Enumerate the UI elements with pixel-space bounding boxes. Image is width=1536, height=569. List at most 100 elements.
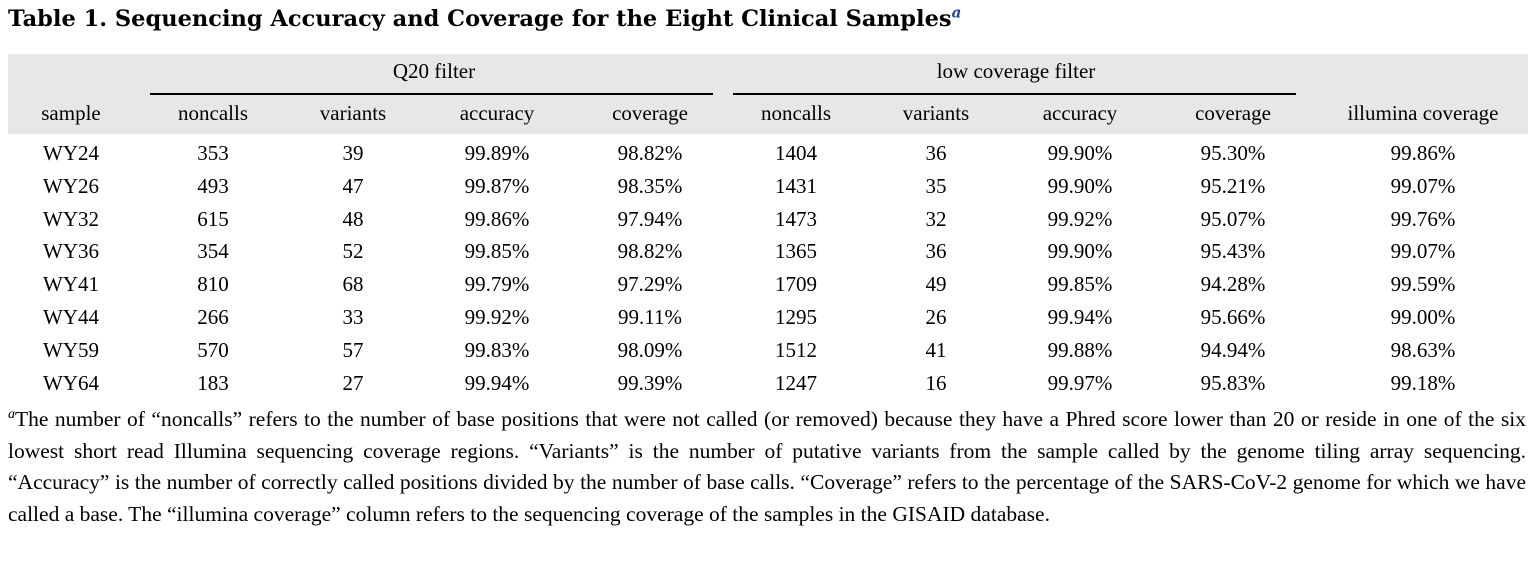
cell-accuracy-q20: 99.86% [464, 206, 530, 231]
cell-coverage-q20: 97.94% [617, 206, 683, 231]
cell-coverage-q20: 98.35% [617, 173, 683, 198]
column-header-noncalls-low-coverage: noncalls [761, 101, 831, 125]
cell-variants-low-coverage: 32 [925, 206, 947, 231]
cell-illumina-coverage: 99.00% [1390, 305, 1456, 329]
cell-noncalls-q20: 570 [197, 337, 229, 362]
footnote-marker: a [8, 406, 15, 422]
cell-noncalls-low-coverage: 1295 [775, 305, 817, 329]
cell-sample: WY59 [43, 337, 99, 362]
group-rule-q20-filter [150, 93, 713, 95]
cell-illumina-coverage: 99.18% [1390, 370, 1456, 395]
cell-variants-q20: 39 [342, 141, 364, 165]
cell-variants-q20: 27 [342, 370, 364, 395]
cell-illumina-coverage: 98.63% [1390, 337, 1456, 362]
cell-variants-low-coverage: 41 [925, 337, 947, 362]
cell-accuracy-low-coverage: 99.90% [1047, 141, 1113, 165]
cell-variants-low-coverage: 36 [925, 141, 947, 165]
cell-variants-low-coverage: 35 [925, 173, 947, 198]
cell-coverage-low-coverage: 95.43% [1200, 239, 1266, 264]
cell-coverage-low-coverage: 95.21% [1200, 173, 1266, 198]
column-header-illumina-coverage: illumina coverage [1347, 101, 1499, 125]
cell-illumina-coverage: 99.76% [1390, 206, 1456, 231]
cell-coverage-low-coverage: 95.30% [1200, 141, 1266, 165]
cell-variants-low-coverage: 49 [925, 272, 947, 297]
cell-sample: WY24 [43, 141, 99, 165]
cell-accuracy-low-coverage: 99.90% [1047, 239, 1113, 264]
column-header-coverage-low-coverage: coverage [1195, 101, 1271, 125]
cell-noncalls-low-coverage: 1473 [775, 206, 817, 231]
cell-variants-q20: 68 [342, 272, 364, 297]
cell-noncalls-q20: 353 [197, 141, 229, 165]
column-header-coverage-q20: coverage [612, 101, 688, 125]
cell-coverage-low-coverage: 95.66% [1200, 305, 1266, 329]
cell-accuracy-low-coverage: 99.94% [1047, 305, 1113, 329]
cell-coverage-low-coverage: 95.83% [1200, 370, 1266, 395]
cell-coverage-low-coverage: 94.28% [1200, 272, 1266, 297]
column-header-sample: sample [41, 101, 101, 125]
cell-noncalls-q20: 183 [197, 370, 229, 395]
cell-accuracy-low-coverage: 99.97% [1047, 370, 1113, 395]
cell-noncalls-q20: 493 [197, 173, 229, 198]
cell-accuracy-low-coverage: 99.88% [1047, 337, 1113, 362]
column-header-accuracy-q20: accuracy [459, 101, 535, 125]
cell-illumina-coverage: 99.86% [1390, 141, 1456, 165]
cell-coverage-low-coverage: 95.07% [1200, 206, 1266, 231]
column-header-variants-q20: variants [319, 101, 387, 125]
group-header-q20-filter: Q20 filter [392, 59, 476, 83]
cell-noncalls-low-coverage: 1404 [775, 141, 817, 165]
table-title-text: Table 1. Sequencing Accuracy and Coverag… [8, 6, 952, 32]
footnote-text: The number of “noncalls” refers to the n… [8, 407, 1526, 526]
cell-noncalls-low-coverage: 1709 [775, 272, 817, 297]
column-header-variants-low-coverage: variants [902, 101, 970, 125]
cell-variants-q20: 57 [342, 337, 364, 362]
cell-variants-q20: 47 [342, 173, 364, 198]
column-header-accuracy-low-coverage: accuracy [1042, 101, 1118, 125]
cell-accuracy-q20: 99.94% [464, 370, 530, 395]
cell-coverage-q20: 99.11% [618, 305, 682, 329]
cell-noncalls-q20: 266 [197, 305, 229, 329]
title-footnote-marker[interactable]: a [951, 3, 962, 22]
cell-sample: WY26 [43, 173, 99, 198]
cell-noncalls-q20: 354 [197, 239, 229, 264]
cell-sample: WY36 [43, 239, 99, 264]
cell-accuracy-q20: 99.87% [464, 173, 530, 198]
cell-accuracy-q20: 99.79% [464, 272, 530, 297]
cell-noncalls-low-coverage: 1512 [775, 337, 817, 362]
table-footnote: aThe number of “noncalls” refers to the … [8, 404, 1526, 530]
cell-coverage-q20: 98.09% [617, 337, 683, 362]
cell-coverage-q20: 97.29% [617, 272, 683, 297]
cell-illumina-coverage: 99.59% [1390, 272, 1456, 297]
cell-noncalls-low-coverage: 1431 [775, 173, 817, 198]
table-title: Table 1. Sequencing Accuracy and Coverag… [8, 4, 961, 34]
cell-noncalls-low-coverage: 1365 [775, 239, 817, 264]
group-header-low-coverage-filter: low coverage filter [936, 59, 1096, 83]
cell-accuracy-low-coverage: 99.92% [1047, 206, 1113, 231]
cell-sample: WY64 [43, 370, 99, 395]
cell-variants-low-coverage: 26 [925, 305, 947, 329]
cell-sample: WY32 [43, 206, 99, 231]
cell-accuracy-q20: 99.85% [464, 239, 530, 264]
cell-accuracy-q20: 99.83% [464, 337, 530, 362]
cell-variants-q20: 33 [342, 305, 364, 329]
cell-noncalls-low-coverage: 1247 [775, 370, 817, 395]
cell-variants-low-coverage: 16 [925, 370, 947, 395]
column-header-noncalls-q20: noncalls [178, 101, 248, 125]
cell-variants-low-coverage: 36 [925, 239, 947, 264]
cell-variants-q20: 52 [342, 239, 364, 264]
group-rule-low-coverage-filter [733, 93, 1296, 95]
cell-coverage-q20: 98.82% [617, 239, 683, 264]
cell-accuracy-q20: 99.92% [464, 305, 530, 329]
cell-noncalls-q20: 810 [197, 272, 229, 297]
cell-coverage-low-coverage: 94.94% [1200, 337, 1266, 362]
cell-sample: WY41 [43, 272, 99, 297]
cell-illumina-coverage: 99.07% [1390, 173, 1456, 198]
cell-coverage-q20: 99.39% [617, 370, 683, 395]
cell-accuracy-low-coverage: 99.90% [1047, 173, 1113, 198]
cell-variants-q20: 48 [342, 206, 364, 231]
cell-noncalls-q20: 615 [197, 206, 229, 231]
cell-illumina-coverage: 99.07% [1390, 239, 1456, 264]
cell-coverage-q20: 98.82% [617, 141, 683, 165]
cell-accuracy-q20: 99.89% [464, 141, 530, 165]
cell-sample: WY44 [43, 305, 99, 329]
cell-accuracy-low-coverage: 99.85% [1047, 272, 1113, 297]
